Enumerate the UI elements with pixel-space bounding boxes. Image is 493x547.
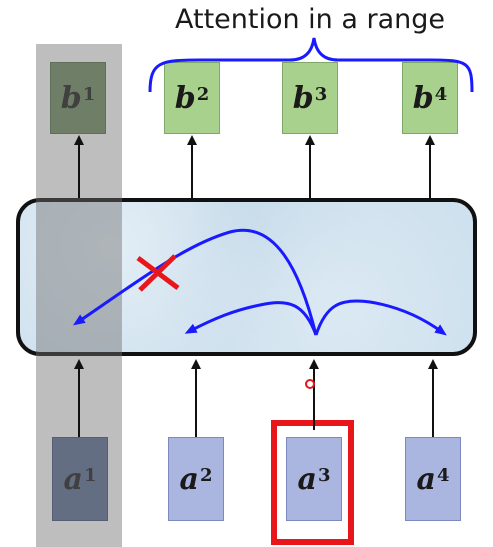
diagram-title: Attention in a range xyxy=(174,4,446,35)
input-superscript: 1 xyxy=(83,464,97,486)
output-letter: b xyxy=(412,80,434,116)
query-selection-box xyxy=(271,420,354,545)
input-letter: a xyxy=(179,461,199,497)
output-superscript: 2 xyxy=(196,83,210,105)
pointer-dot-icon xyxy=(305,379,315,389)
attention-layer-block xyxy=(16,198,477,356)
input-letter: a xyxy=(297,461,317,497)
output-letter: b xyxy=(60,80,82,116)
range-brace xyxy=(148,37,474,93)
masked-column-highlight xyxy=(36,44,122,547)
output-superscript: 4 xyxy=(434,83,448,105)
input-letter: a xyxy=(63,461,83,497)
input-superscript: 4 xyxy=(436,464,450,486)
output-superscript: 3 xyxy=(314,83,328,105)
input-letter: a xyxy=(416,461,436,497)
output-superscript: 1 xyxy=(82,83,96,105)
attention-arrow-to-4 xyxy=(314,299,447,336)
input-superscript: 3 xyxy=(317,464,331,486)
output-letter: b xyxy=(292,80,314,116)
input-superscript: 2 xyxy=(199,464,213,486)
output-letter: b xyxy=(174,80,196,116)
blocked-cross-icon xyxy=(136,254,180,292)
attention-arrow-to-2 xyxy=(184,301,318,336)
attention-arrow-to-1 xyxy=(73,228,318,336)
